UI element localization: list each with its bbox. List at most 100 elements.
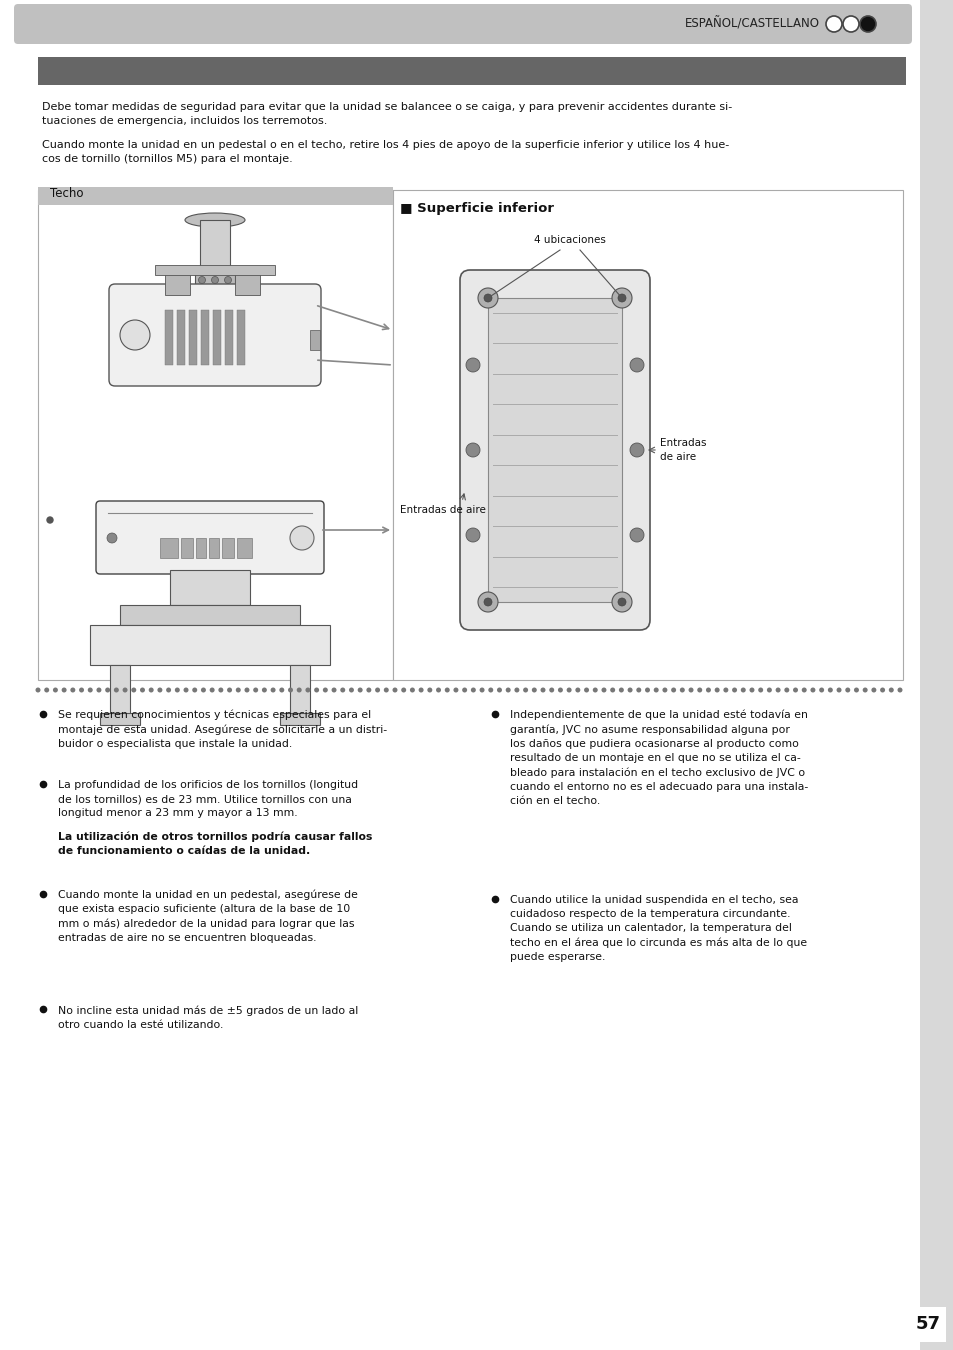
Circle shape: [288, 687, 293, 693]
Circle shape: [322, 687, 328, 693]
Bar: [181, 539, 193, 558]
Circle shape: [290, 526, 314, 549]
Circle shape: [357, 687, 362, 693]
Circle shape: [166, 687, 171, 693]
Circle shape: [836, 687, 841, 693]
Circle shape: [52, 687, 58, 693]
Circle shape: [888, 687, 893, 693]
Bar: [160, 539, 178, 558]
Circle shape: [842, 16, 858, 32]
Bar: [393, 190, 902, 680]
Circle shape: [305, 687, 310, 693]
Circle shape: [444, 687, 449, 693]
Circle shape: [235, 687, 240, 693]
Bar: [154, 265, 274, 275]
Bar: [222, 539, 233, 558]
FancyBboxPatch shape: [109, 284, 320, 386]
Circle shape: [629, 358, 643, 373]
Ellipse shape: [185, 213, 245, 227]
Circle shape: [113, 687, 119, 693]
Text: No incline esta unidad más de ±5 grados de un lado al
otro cuando la esté utiliz: No incline esta unidad más de ±5 grados …: [58, 1004, 358, 1030]
Circle shape: [859, 16, 875, 32]
Circle shape: [479, 687, 484, 693]
Text: Entradas de aire: Entradas de aire: [399, 505, 485, 514]
Circle shape: [224, 277, 232, 284]
Text: 4 ubicaciones: 4 ubicaciones: [534, 235, 605, 244]
Circle shape: [853, 687, 858, 693]
Circle shape: [483, 294, 492, 302]
Circle shape: [766, 687, 771, 693]
Bar: [110, 666, 130, 716]
Bar: [189, 310, 196, 364]
Circle shape: [418, 687, 423, 693]
Circle shape: [314, 687, 319, 693]
Text: Cuando monte la unidad en un pedestal o en el techo, retire los 4 pies de apoyo : Cuando monte la unidad en un pedestal o …: [42, 140, 728, 165]
Circle shape: [198, 277, 205, 284]
Circle shape: [514, 687, 518, 693]
Circle shape: [522, 687, 528, 693]
Text: La utilización de otros tornillos podría causar fallos
de funcionamiento o caída: La utilización de otros tornillos podría…: [58, 832, 372, 856]
Bar: [38, 188, 393, 205]
Circle shape: [120, 320, 150, 350]
Circle shape: [366, 687, 371, 693]
Circle shape: [697, 687, 701, 693]
Circle shape: [483, 598, 492, 606]
Circle shape: [653, 687, 658, 693]
Circle shape: [174, 687, 179, 693]
Circle shape: [140, 687, 145, 693]
Circle shape: [827, 687, 832, 693]
Circle shape: [471, 687, 476, 693]
Circle shape: [783, 687, 788, 693]
Circle shape: [253, 687, 258, 693]
Bar: [200, 220, 230, 279]
Circle shape: [107, 533, 117, 543]
Circle shape: [862, 687, 867, 693]
Circle shape: [71, 687, 75, 693]
Circle shape: [122, 687, 128, 693]
Circle shape: [775, 687, 780, 693]
Bar: [201, 310, 209, 364]
Circle shape: [612, 288, 631, 308]
Circle shape: [477, 288, 497, 308]
Circle shape: [705, 687, 710, 693]
Bar: [280, 713, 319, 725]
Circle shape: [218, 687, 223, 693]
Text: Techo: Techo: [50, 188, 84, 200]
Bar: [38, 57, 905, 85]
Circle shape: [465, 443, 479, 458]
Circle shape: [880, 687, 884, 693]
Circle shape: [801, 687, 806, 693]
Bar: [909, 1307, 945, 1342]
Circle shape: [157, 687, 162, 693]
Circle shape: [279, 687, 284, 693]
Bar: [225, 310, 233, 364]
Circle shape: [465, 528, 479, 541]
Circle shape: [644, 687, 649, 693]
Circle shape: [62, 687, 67, 693]
Circle shape: [531, 687, 537, 693]
Bar: [236, 539, 252, 558]
Circle shape: [749, 687, 754, 693]
Circle shape: [722, 687, 727, 693]
Circle shape: [618, 598, 625, 606]
Circle shape: [583, 687, 588, 693]
Circle shape: [105, 687, 110, 693]
Circle shape: [271, 687, 275, 693]
Bar: [194, 270, 234, 290]
Bar: [90, 625, 330, 666]
Bar: [488, 298, 621, 602]
Bar: [170, 570, 250, 605]
Circle shape: [627, 687, 632, 693]
Circle shape: [340, 687, 345, 693]
Bar: [100, 713, 140, 725]
Circle shape: [465, 358, 479, 373]
Circle shape: [401, 687, 406, 693]
Text: Debe tomar medidas de seguridad para evitar que la unidad se balancee o se caiga: Debe tomar medidas de seguridad para evi…: [42, 103, 732, 127]
Circle shape: [477, 593, 497, 612]
Circle shape: [825, 16, 841, 32]
Circle shape: [183, 687, 189, 693]
Circle shape: [688, 687, 693, 693]
Circle shape: [35, 687, 40, 693]
Bar: [120, 605, 299, 625]
Circle shape: [618, 687, 623, 693]
